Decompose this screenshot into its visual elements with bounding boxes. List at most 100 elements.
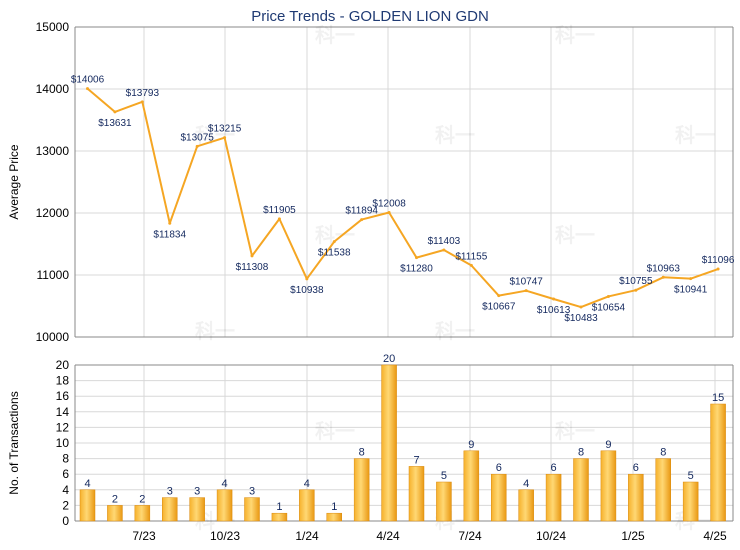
transactions-data-label: 3 [167,486,173,498]
price-point [469,263,473,267]
transactions-bar [107,505,123,522]
price-point [86,87,89,91]
x-tick-label: 4/24 [376,529,400,543]
price-data-label: $11096 [702,255,735,266]
price-data-label: $10941 [674,285,708,296]
transactions-data-label: 5 [688,470,694,482]
transactions-bar [600,450,617,522]
price-point [195,144,199,148]
price-point [524,289,528,293]
transactions-data-label: 3 [194,486,200,498]
x-tick-label: 7/24 [458,529,482,543]
transactions-bar [244,497,260,522]
price-data-label: $13215 [208,124,242,135]
price-data-label: $11280 [400,264,433,275]
price-series-line [86,87,719,309]
price-point [606,294,610,298]
transactions-bar [271,512,288,522]
transactions-data-label: 8 [359,447,365,459]
transactions-bar [326,512,342,522]
price-data-label: $11308 [236,262,269,273]
price-data-label: $14006 [71,75,105,86]
transactions-y-tick-label: 16 [56,389,70,403]
transactions-data-label: 5 [441,470,447,482]
price-point [305,277,309,281]
transactions-bar [628,473,644,522]
x-tick-label: 10/23 [210,529,240,543]
transactions-data-label: 6 [551,462,557,474]
transactions-bar [134,505,151,522]
transactions-data-label: 15 [712,392,724,404]
price-point [332,240,336,244]
price-y-tick-label: 14000 [36,82,70,96]
transactions-data-label: 6 [633,462,639,474]
transactions-data-label: 6 [496,462,502,474]
price-data-label: $11403 [428,236,461,247]
transactions-y-tick-label: 10 [56,436,70,450]
transactions-data-label: 8 [660,447,666,459]
transactions-data-label: 2 [139,493,145,505]
price-data-label: $11155 [455,251,487,262]
price-y-tick-label: 15000 [36,20,70,34]
transactions-data-label: 8 [578,447,584,459]
price-data-label: $10755 [619,276,653,287]
x-tick-label: 10/24 [536,529,566,543]
transactions-bar [545,473,562,522]
transactions-y-tick-label: 4 [62,483,69,497]
price-point [140,100,144,104]
watermark-text: 科一 [675,123,715,147]
transactions-y-tick-label: 14 [56,405,70,419]
watermark-text: 科一 [315,419,355,443]
price-point [277,217,281,221]
transactions-y-tick-label: 0 [62,514,69,528]
price-panel: 10000 11000 12000 13000 14000 15000 Average Pr… [7,20,735,344]
price-point [716,267,720,271]
transactions-bar [189,497,205,522]
price-y-tick-label: 11000 [37,268,70,282]
price-data-label: $11905 [263,205,296,216]
transactions-bar [162,497,178,522]
transactions-data-label: 3 [249,486,255,498]
transactions-data-label: 4 [523,478,529,490]
transactions-bar [655,458,671,522]
price-data-label: $10667 [482,302,516,313]
price-point [360,218,364,222]
x-tick-label: 1/25 [621,529,645,543]
watermark-text: 科一 [555,223,595,247]
transactions-data-label: 1 [331,501,337,513]
transactions-data-label: 1 [276,501,282,513]
price-data-label: $10654 [592,302,626,313]
transactions-data-label: 4 [84,478,90,490]
price-y-axis-title: Average Price [7,144,21,219]
price-data-label: $12008 [372,199,406,210]
watermark-text: 科一 [315,223,355,247]
price-y-tick-label: 10000 [36,330,70,344]
transactions-y-tick-label: 2 [62,498,69,512]
price-point [661,275,665,279]
x-tick-label: 4/25 [703,529,727,543]
watermark-text: 科一 [555,23,595,47]
transactions-bar [353,458,370,522]
price-data-label: $10938 [290,285,324,296]
transactions-data-label: 9 [468,439,474,451]
price-data-label: $11894 [345,206,378,217]
transactions-bar [408,466,425,522]
watermark-text: 科一 [195,319,235,343]
price-point [250,254,254,258]
price-data-label: $10747 [509,277,543,288]
price-point [552,297,556,301]
transactions-data-label: 2 [112,493,118,505]
transactions-data-label: 4 [304,478,310,490]
x-tick-label: 7/23 [132,529,156,543]
transactions-bar [518,489,534,522]
transactions-data-label: 9 [605,439,611,451]
transactions-data-label: 4 [222,478,228,490]
price-point [168,221,172,225]
transactions-bar [299,489,315,522]
price-data-label: $10963 [647,263,681,274]
price-point [579,305,583,309]
transactions-y-tick-label: 12 [56,420,70,434]
x-tick-label: 1/24 [295,529,319,543]
